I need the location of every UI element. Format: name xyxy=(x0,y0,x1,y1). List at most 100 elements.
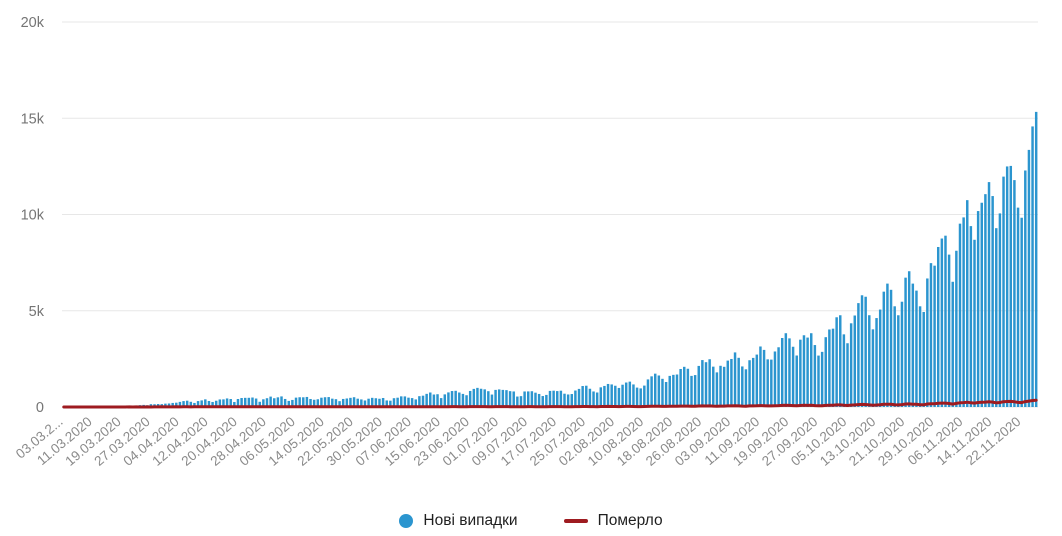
bar[interactable] xyxy=(973,239,976,407)
bar[interactable] xyxy=(759,346,762,407)
bar[interactable] xyxy=(900,301,904,407)
bar[interactable] xyxy=(425,393,428,407)
bar[interactable] xyxy=(537,393,541,407)
bar[interactable] xyxy=(817,355,820,407)
bar[interactable] xyxy=(472,388,476,407)
bar[interactable] xyxy=(653,373,657,407)
bar[interactable] xyxy=(258,401,261,407)
bar[interactable] xyxy=(360,399,363,407)
bar[interactable] xyxy=(581,386,584,407)
bar[interactable] xyxy=(839,315,842,407)
bar[interactable] xyxy=(995,228,998,407)
bar[interactable] xyxy=(639,388,642,407)
bar[interactable] xyxy=(465,395,468,407)
bar[interactable] xyxy=(621,384,624,407)
bar[interactable] xyxy=(189,401,193,407)
bar[interactable] xyxy=(911,283,915,407)
bar[interactable] xyxy=(955,250,958,407)
bar[interactable] xyxy=(991,196,994,407)
bar[interactable] xyxy=(599,387,603,407)
bar[interactable] xyxy=(450,391,454,407)
bar[interactable] xyxy=(214,400,218,407)
bar[interactable] xyxy=(519,396,523,407)
bar[interactable] xyxy=(951,281,954,407)
bar[interactable] xyxy=(907,271,911,407)
bar[interactable] xyxy=(483,389,486,407)
bar[interactable] xyxy=(864,296,867,407)
bar[interactable] xyxy=(708,359,711,407)
bar[interactable] xyxy=(730,358,733,407)
bar[interactable] xyxy=(889,289,893,407)
bar[interactable] xyxy=(944,235,947,407)
bar[interactable] xyxy=(646,379,650,407)
bar[interactable] xyxy=(283,398,287,407)
bar[interactable] xyxy=(389,400,392,407)
bar[interactable] xyxy=(922,311,925,407)
bar[interactable] xyxy=(164,403,167,407)
bar[interactable] xyxy=(802,335,806,407)
bar[interactable] xyxy=(356,398,359,407)
bar[interactable] xyxy=(211,401,214,407)
bar[interactable] xyxy=(755,354,759,407)
bar[interactable] xyxy=(773,351,777,407)
bar[interactable] xyxy=(1031,126,1034,408)
bar[interactable] xyxy=(443,394,447,407)
bar[interactable] xyxy=(726,360,730,407)
bar[interactable] xyxy=(269,396,272,407)
bar[interactable] xyxy=(926,278,929,407)
bar[interactable] xyxy=(683,366,686,407)
bar[interactable] xyxy=(610,384,613,407)
bar[interactable] xyxy=(218,399,222,407)
bar[interactable] xyxy=(407,397,410,407)
bar[interactable] xyxy=(784,333,788,407)
bar[interactable] xyxy=(309,398,312,407)
bar[interactable] xyxy=(878,309,882,407)
bar[interactable] xyxy=(835,317,838,407)
bar[interactable] xyxy=(548,390,552,407)
bar[interactable] xyxy=(628,381,632,407)
bar[interactable] xyxy=(606,383,610,407)
bar[interactable] xyxy=(418,396,421,407)
bar[interactable] xyxy=(751,357,755,407)
bar[interactable] xyxy=(374,398,378,407)
bar[interactable] xyxy=(222,399,225,407)
bar[interactable] xyxy=(936,246,940,407)
bar[interactable] xyxy=(204,399,207,407)
bar[interactable] xyxy=(668,375,671,407)
bar[interactable] xyxy=(447,392,450,407)
bar[interactable] xyxy=(487,391,490,407)
bar[interactable] xyxy=(777,347,780,407)
bar[interactable] xyxy=(929,263,933,407)
bar[interactable] xyxy=(857,303,860,407)
bar[interactable] xyxy=(273,398,276,407)
bar[interactable] xyxy=(788,338,791,407)
bar[interactable] xyxy=(868,315,871,407)
bar[interactable] xyxy=(312,399,316,407)
bar[interactable] xyxy=(577,388,581,407)
bar[interactable] xyxy=(882,291,886,407)
bar[interactable] xyxy=(635,387,639,407)
legend-item-deaths[interactable]: Померло xyxy=(563,512,663,530)
bar[interactable] xyxy=(806,337,809,407)
bar[interactable] xyxy=(385,400,388,407)
bar[interactable] xyxy=(690,375,693,407)
bar[interactable] xyxy=(661,378,664,407)
bar[interactable] xyxy=(341,398,345,407)
bar[interactable] xyxy=(976,211,980,407)
bar[interactable] xyxy=(733,352,737,407)
bar[interactable] xyxy=(875,318,878,407)
bar[interactable] xyxy=(508,391,512,407)
bar[interactable] xyxy=(287,400,290,407)
bar[interactable] xyxy=(559,390,563,407)
bar[interactable] xyxy=(904,277,907,407)
bar[interactable] xyxy=(196,401,200,407)
bar[interactable] xyxy=(813,345,817,407)
bar[interactable] xyxy=(657,375,661,407)
bar[interactable] xyxy=(849,323,853,407)
bar[interactable] xyxy=(860,295,864,407)
bar[interactable] xyxy=(563,393,566,407)
bar[interactable] xyxy=(497,389,501,407)
bar[interactable] xyxy=(254,398,258,407)
bar[interactable] xyxy=(697,365,700,407)
bar[interactable] xyxy=(1024,170,1027,407)
